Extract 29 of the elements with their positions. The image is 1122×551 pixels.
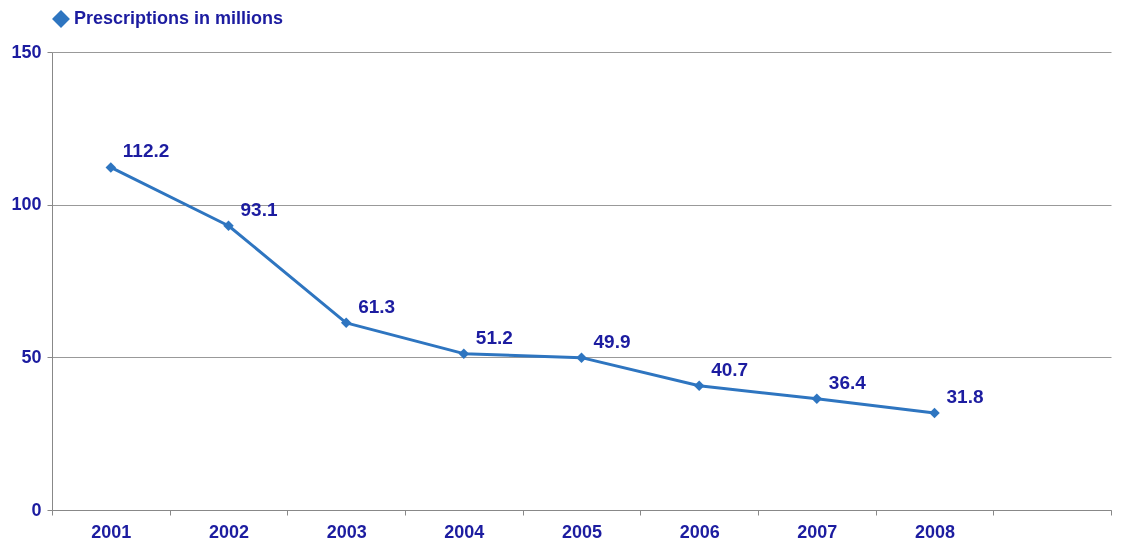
data-label: 36.4: [828, 371, 867, 393]
x-tick-label: 2006: [679, 521, 720, 542]
data-label: 93.1: [240, 198, 278, 220]
x-tick-label: 2002: [208, 521, 250, 542]
y-tick-label: 0: [31, 499, 42, 520]
legend-label: Prescriptions in millions: [74, 8, 284, 28]
point: [223, 220, 234, 231]
x-tick-label: 2004: [444, 521, 485, 542]
data-label: 51.2: [475, 326, 513, 348]
point: [811, 393, 823, 405]
y-tick-label: 50: [21, 346, 42, 367]
x-tick-label: 2005: [561, 521, 603, 542]
data-label: 112.2: [122, 140, 170, 162]
data-label: 40.7: [711, 358, 749, 380]
x-tick-label: 2001: [91, 521, 132, 542]
data-label: 31.8: [946, 385, 984, 407]
point: [929, 407, 940, 419]
point: [693, 380, 705, 391]
point: [340, 317, 352, 329]
data-label: 61.3: [358, 295, 396, 317]
point: [576, 352, 587, 363]
y-tick-label: 150: [11, 41, 42, 62]
x-tick-label: 2008: [914, 521, 956, 542]
data-label: 49.9: [593, 330, 631, 352]
point: [458, 348, 470, 359]
point: [105, 162, 117, 173]
x-tick-label: 2003: [326, 521, 367, 542]
x-tick-label: 2007: [797, 521, 838, 542]
y-tick-label: 100: [11, 194, 42, 215]
